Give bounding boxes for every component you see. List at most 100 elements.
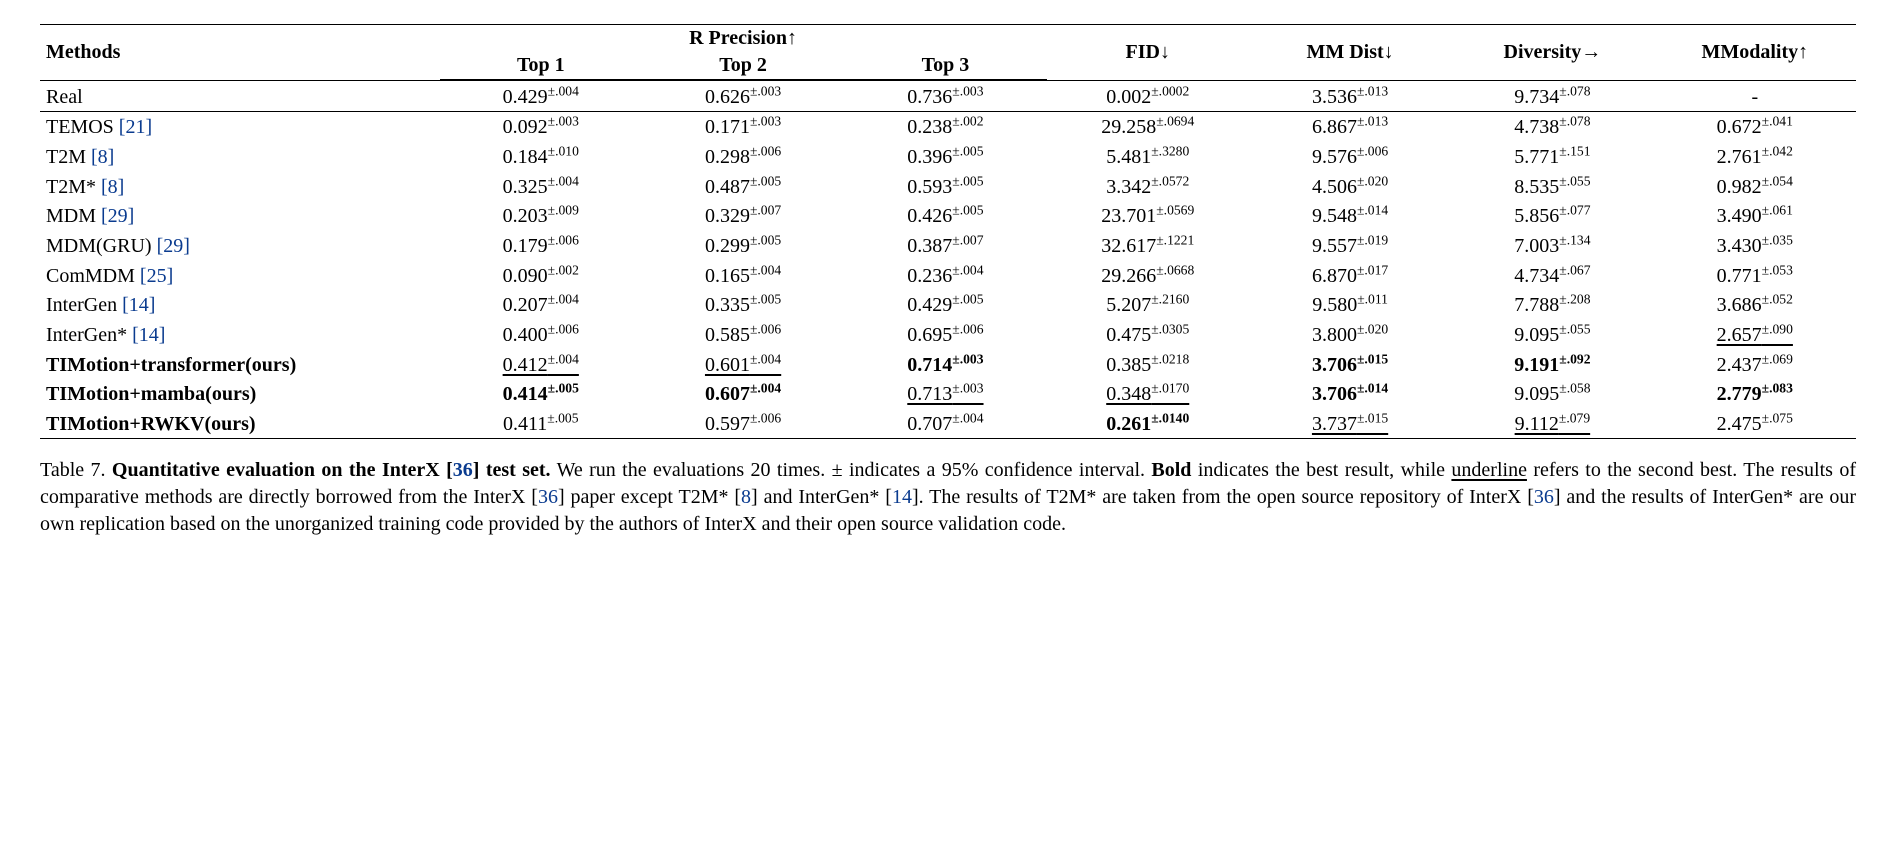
metric-cell: 7.003±.134: [1451, 230, 1653, 260]
method-name: T2M [8]: [40, 141, 440, 171]
table-head: Methods R Precision↑ FID↓ MM Dist↓ Diver…: [40, 25, 1856, 81]
table-row: TIMotion+mamba(ours)0.414±.0050.607±.004…: [40, 379, 1856, 409]
method-name: MDM(GRU) [29]: [40, 230, 440, 260]
metric-cell: 0.411±.005: [440, 408, 642, 438]
metric-cell: 29.266±.0668: [1047, 260, 1249, 290]
table-row: MDM [29]0.203±.0090.329±.0070.426±.00523…: [40, 201, 1856, 231]
caption-title: Quantitative evaluation on the InterX [3…: [112, 459, 551, 481]
metric-cell: 5.481±.3280: [1047, 141, 1249, 171]
metric-cell: 9.095±.058: [1451, 379, 1653, 409]
method-name: Real: [40, 81, 440, 111]
metric-cell: 0.165±.004: [642, 260, 844, 290]
metric-cell: 0.329±.007: [642, 201, 844, 231]
metric-cell: 0.299±.005: [642, 230, 844, 260]
method-name: TEMOS [21]: [40, 111, 440, 141]
metric-cell: 29.258±.0694: [1047, 111, 1249, 141]
table-row: InterGen [14]0.207±.0040.335±.0050.429±.…: [40, 290, 1856, 320]
metric-cell: 2.657±.090: [1654, 319, 1856, 349]
metric-cell: 0.597±.006: [642, 408, 844, 438]
metric-cell: 0.335±.005: [642, 290, 844, 320]
metric-cell: 2.437±.069: [1654, 349, 1856, 379]
metric-cell: 6.870±.017: [1249, 260, 1451, 290]
metric-cell: 0.092±.003: [440, 111, 642, 141]
method-name: TIMotion+transformer(ours): [40, 349, 440, 379]
metric-cell: 0.179±.006: [440, 230, 642, 260]
metric-cell: 0.695±.006: [844, 319, 1046, 349]
metric-cell: 4.738±.078: [1451, 111, 1653, 141]
table-row: InterGen* [14]0.400±.0060.585±.0060.695±…: [40, 319, 1856, 349]
metric-cell: 9.095±.055: [1451, 319, 1653, 349]
metric-cell: 7.788±.208: [1451, 290, 1653, 320]
metric-cell: 0.385±.0218: [1047, 349, 1249, 379]
metric-cell: 3.737±.015: [1249, 408, 1451, 438]
method-name: InterGen [14]: [40, 290, 440, 320]
metric-cell: 9.576±.006: [1249, 141, 1451, 171]
col-mmodality: MModality↑: [1654, 25, 1856, 80]
col-rprecision: R Precision↑: [440, 25, 1047, 53]
metric-cell: 0.707±.004: [844, 408, 1046, 438]
metric-cell: -: [1654, 81, 1856, 111]
method-name: ComMDM [25]: [40, 260, 440, 290]
results-table: Methods R Precision↑ FID↓ MM Dist↓ Diver…: [40, 24, 1856, 439]
table-row: TIMotion+RWKV(ours)0.411±.0050.597±.0060…: [40, 408, 1856, 438]
metric-cell: 2.779±.083: [1654, 379, 1856, 409]
metric-cell: 3.490±.061: [1654, 201, 1856, 231]
method-name: TIMotion+RWKV(ours): [40, 408, 440, 438]
table-body: Real0.429±.0040.626±.0030.736±.0030.002±…: [40, 81, 1856, 439]
metric-cell: 9.557±.019: [1249, 230, 1451, 260]
metric-cell: 0.400±.006: [440, 319, 642, 349]
metric-cell: 0.672±.041: [1654, 111, 1856, 141]
metric-cell: 9.191±.092: [1451, 349, 1653, 379]
metric-cell: 0.236±.004: [844, 260, 1046, 290]
metric-cell: 9.734±.078: [1451, 81, 1653, 111]
metric-cell: 4.734±.067: [1451, 260, 1653, 290]
metric-cell: 4.506±.020: [1249, 171, 1451, 201]
metric-cell: 0.736±.003: [844, 81, 1046, 111]
col-top2: Top 2: [642, 52, 844, 80]
metric-cell: 3.706±.014: [1249, 379, 1451, 409]
metric-cell: 0.261±.0140: [1047, 408, 1249, 438]
metric-cell: 3.536±.013: [1249, 81, 1451, 111]
metric-cell: 0.714±.003: [844, 349, 1046, 379]
table-row: T2M [8]0.184±.0100.298±.0060.396±.0055.4…: [40, 141, 1856, 171]
metric-cell: 0.203±.009: [440, 201, 642, 231]
metric-cell: 0.607±.004: [642, 379, 844, 409]
metric-cell: 5.771±.151: [1451, 141, 1653, 171]
metric-cell: 0.207±.004: [440, 290, 642, 320]
table-row: T2M* [8]0.325±.0040.487±.0050.593±.0053.…: [40, 171, 1856, 201]
method-name: InterGen* [14]: [40, 319, 440, 349]
metric-cell: 5.207±.2160: [1047, 290, 1249, 320]
metric-cell: 2.761±.042: [1654, 141, 1856, 171]
metric-cell: 9.112±.079: [1451, 408, 1653, 438]
metric-cell: 6.867±.013: [1249, 111, 1451, 141]
method-name: TIMotion+mamba(ours): [40, 379, 440, 409]
col-methods: Methods: [40, 25, 440, 80]
table-row: ComMDM [25]0.090±.0020.165±.0040.236±.00…: [40, 260, 1856, 290]
col-diversity: Diversity→: [1451, 25, 1653, 80]
metric-cell: 0.414±.005: [440, 379, 642, 409]
metric-cell: 23.701±.0569: [1047, 201, 1249, 231]
metric-cell: 0.713±.003: [844, 379, 1046, 409]
metric-cell: 0.593±.005: [844, 171, 1046, 201]
metric-cell: 0.238±.002: [844, 111, 1046, 141]
metric-cell: 0.396±.005: [844, 141, 1046, 171]
table: Methods R Precision↑ FID↓ MM Dist↓ Diver…: [40, 24, 1856, 439]
table-row: MDM(GRU) [29]0.179±.0060.299±.0050.387±.…: [40, 230, 1856, 260]
metric-cell: 5.856±.077: [1451, 201, 1653, 231]
metric-cell: 0.298±.006: [642, 141, 844, 171]
metric-cell: 0.429±.004: [440, 81, 642, 111]
table-row: Real0.429±.0040.626±.0030.736±.0030.002±…: [40, 81, 1856, 111]
col-top3: Top 3: [844, 52, 1046, 80]
metric-cell: 0.171±.003: [642, 111, 844, 141]
metric-cell: 3.706±.015: [1249, 349, 1451, 379]
method-name: T2M* [8]: [40, 171, 440, 201]
table-caption: Table 7. Quantitative evaluation on the …: [40, 457, 1856, 538]
metric-cell: 3.430±.035: [1654, 230, 1856, 260]
metric-cell: 0.325±.004: [440, 171, 642, 201]
metric-cell: 3.800±.020: [1249, 319, 1451, 349]
metric-cell: 0.601±.004: [642, 349, 844, 379]
metric-cell: 0.090±.002: [440, 260, 642, 290]
metric-cell: 9.580±.011: [1249, 290, 1451, 320]
metric-cell: 0.487±.005: [642, 171, 844, 201]
col-mmdist: MM Dist↓: [1249, 25, 1451, 80]
